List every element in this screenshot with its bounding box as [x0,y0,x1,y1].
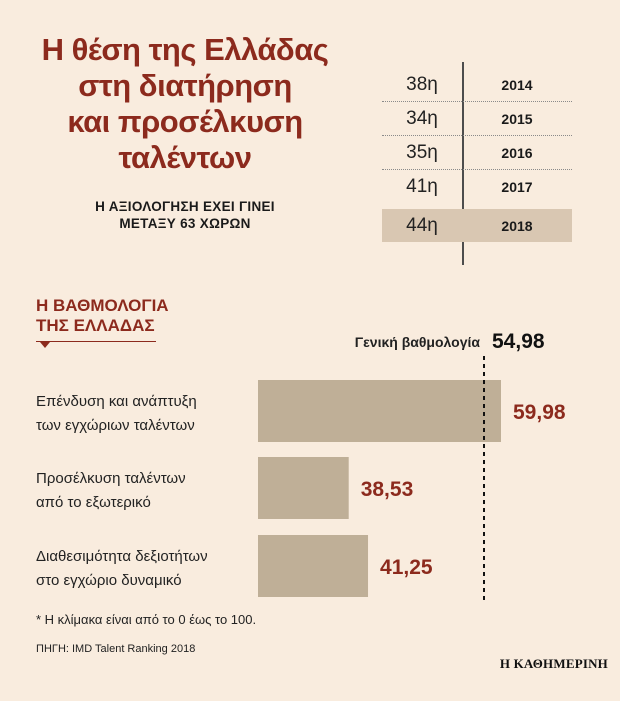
ranking-divider [462,62,464,265]
title-line: στη διατήρηση [78,68,292,103]
score-bar-chart: Γενική βαθμολογία 54,98 Επένδυση και ανάπτ… [36,330,566,600]
ranking-row: 41η 2017 [382,170,572,203]
data-label: 38,53 [361,478,414,501]
ranking-position: 34η [406,107,438,129]
ranking-year: 2015 [501,110,533,127]
ranking-year: 2018 [501,217,533,234]
section-title-line: Η ΒΑΘΜΟΛΟΓΙΑ [36,296,169,315]
reference-value-label: 54,98 [492,330,545,353]
data-label: 41,25 [380,556,433,579]
ranking-year: 2016 [501,144,533,161]
ranking-row-highlighted: 44η 2018 [382,209,572,242]
ranking-position: 44η [406,214,438,236]
title-line: Η θέση της Ελλάδας [41,32,329,67]
page-title: Η θέση της Ελλάδας στη διατήρηση και προ… [20,32,350,176]
section-rule [36,341,156,342]
bar [258,535,369,597]
bar [258,457,349,519]
category-label: Επένδυση και ανάπτυξη [36,393,197,410]
subtitle-line: Η ΑΞΙΟΛΟΓΗΣΗ ΕΧΕΙ ΓΙΝΕΙ [95,199,275,214]
category-label: Προσέλκυση ταλέντων [36,470,186,487]
ranking-row: 35η 2016 [382,136,572,170]
publisher-logo: Η ΚΑΘΗΜΕΡΙΝΗ [499,656,608,671]
section-title: Η ΒΑΘΜΟΛΟΓΙΑ ΤΗΣ ΕΛΛΑΔΑΣ [36,296,169,336]
reference-label: Γενική βαθμολογία [355,334,481,350]
ranking-row: 34η 2015 [382,102,572,136]
category-label: των εγχώριων ταλέντων [36,417,195,434]
ranking-position: 41η [406,175,438,197]
ranking-position: 38η [406,73,438,95]
category-label: στο εγχώριο δυναμικό [36,572,182,589]
ranking-row: 38η 2014 [382,68,572,102]
subtitle: Η ΑΞΙΟΛΟΓΗΣΗ ΕΧΕΙ ΓΙΝΕΙ ΜΕΤΑΞΥ 63 ΧΩΡΩΝ [20,198,350,232]
title-line: ταλέντων [118,140,252,175]
data-label: 59,98 [513,401,566,424]
category-label: Διαθεσιμότητα δεξιοτήτων [36,548,208,565]
ranking-year: 2014 [501,76,533,93]
source-note: ΠΗΓΗ: IMD Talent Ranking 2018 [36,643,196,655]
title-line: και προσέλκυση [67,104,303,139]
subtitle-line: ΜΕΤΑΞΥ 63 ΧΩΡΩΝ [119,216,251,231]
bar [258,380,501,442]
footnote: * Η κλίμακα είναι από το 0 έως το 100. [36,612,257,627]
category-label: από το εξωτερικό [36,494,151,511]
ranking-position: 35η [406,141,438,163]
ranking-year: 2017 [501,178,533,195]
ranking-table: 38η 2014 34η 2015 35η 2016 41η 2017 44η … [382,68,572,242]
section-marker-icon [40,342,50,348]
section-title-line: ΤΗΣ ΕΛΛΑΔΑΣ [36,316,155,335]
